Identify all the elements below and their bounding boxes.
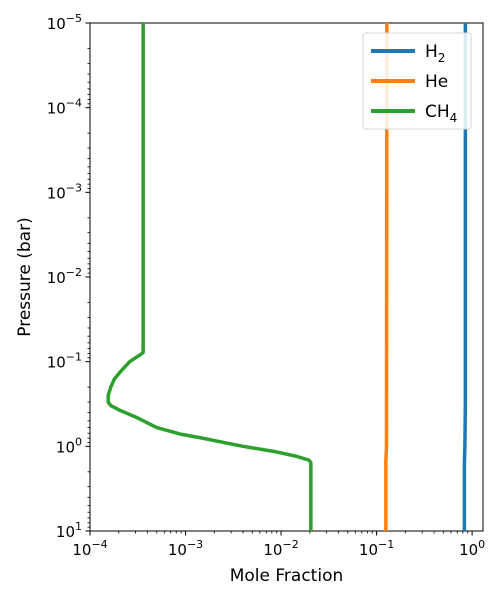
x-tick-label: 10−3 — [168, 538, 203, 559]
series-line-2 — [106, 23, 313, 531]
y-tick-label: 101 — [56, 520, 82, 541]
x-axis-label: Mole Fraction — [230, 566, 344, 586]
y-tick-label: 10−4 — [47, 97, 82, 118]
y-tick-label: 100 — [56, 435, 82, 456]
y-tick-label: 10−3 — [47, 181, 82, 202]
ticks-layer: 10−4 10−3 10−2 10−1 100 10−5 10−4 10−3 10−2 10−1 1… — [47, 12, 485, 559]
y-tick-label: 10−2 — [47, 266, 82, 287]
legend-label-2: CH4 — [425, 102, 457, 125]
x-tick-label: 100 — [459, 538, 485, 559]
legend-label-0: H2 — [425, 42, 445, 65]
series-layer — [106, 22, 468, 531]
legend: H2 He CH4 — [362, 32, 472, 130]
y-tick-label: 10−5 — [47, 12, 82, 33]
x-tick-label: 10−1 — [359, 538, 394, 559]
y-tick-label: 10−1 — [47, 351, 82, 372]
legend-box — [362, 32, 472, 130]
series-line-0 — [462, 23, 468, 531]
x-tick-label: 10−4 — [72, 538, 107, 559]
legend-label-1: He — [425, 72, 448, 92]
series-line-1 — [384, 22, 389, 531]
y-axis-label: Pressure (bar) — [15, 217, 35, 336]
x-tick-label: 10−2 — [263, 538, 298, 559]
